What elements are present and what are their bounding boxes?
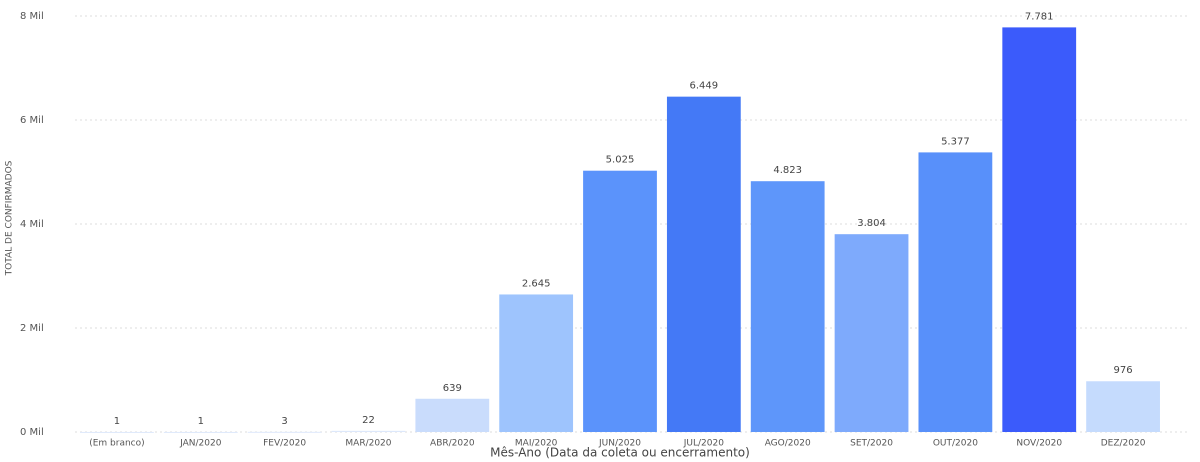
value-label: 4.823 <box>773 165 802 176</box>
x-tick-label: SET/2020 <box>850 439 893 449</box>
x-tick-label: ABR/2020 <box>430 439 475 449</box>
x-tick-label: OUT/2020 <box>933 439 978 449</box>
x-tick-label: AGO/2020 <box>765 439 811 449</box>
bar <box>415 398 490 432</box>
y-tick-label: 0 Mil <box>20 427 44 438</box>
bar <box>918 152 993 432</box>
bar <box>834 234 909 432</box>
bar <box>1086 381 1160 432</box>
value-label: 1 <box>198 416 204 427</box>
y-tick-label: 4 Mil <box>20 219 44 230</box>
y-axis-title: TOTAL DE CONFIRMADOS <box>5 160 15 276</box>
bar <box>80 431 154 433</box>
x-tick-label: FEV/2020 <box>263 439 306 449</box>
value-label: 22 <box>362 415 375 426</box>
bar <box>1002 27 1077 432</box>
value-label: 639 <box>443 383 462 394</box>
value-label: 3 <box>281 416 287 427</box>
x-tick-label: JUN/2020 <box>598 439 641 449</box>
value-label: 5.377 <box>941 136 970 147</box>
value-label: 976 <box>1114 365 1133 376</box>
x-tick-label: DEZ/2020 <box>1101 439 1146 449</box>
x-tick-label: JUL/2020 <box>683 439 724 449</box>
bar <box>583 170 657 432</box>
y-tick-label: 2 Mil <box>20 323 44 334</box>
y-tick-label: 6 Mil <box>20 115 44 126</box>
x-tick-label: JAN/2020 <box>179 439 222 449</box>
bar <box>247 431 322 433</box>
x-axis-title: Mês-Ano (Data da coleta ou encerramento) <box>490 446 750 460</box>
bar <box>331 430 406 432</box>
value-label: 2.645 <box>522 278 551 289</box>
x-tick-label: NOV/2020 <box>1016 439 1062 449</box>
bar <box>666 96 741 432</box>
value-label: 1 <box>114 416 120 427</box>
value-label: 3.804 <box>857 218 886 229</box>
value-label: 6.449 <box>690 81 719 92</box>
value-label: 5.025 <box>606 155 635 166</box>
bar <box>750 181 825 432</box>
x-tick-label: MAR/2020 <box>345 439 391 449</box>
x-tick-label: MAI/2020 <box>515 439 558 449</box>
value-label: 7.781 <box>1025 11 1054 22</box>
y-tick-label: 8 Mil <box>20 11 44 22</box>
bar <box>499 294 574 432</box>
x-tick-label: (Em branco) <box>89 439 144 449</box>
bar <box>163 431 238 433</box>
